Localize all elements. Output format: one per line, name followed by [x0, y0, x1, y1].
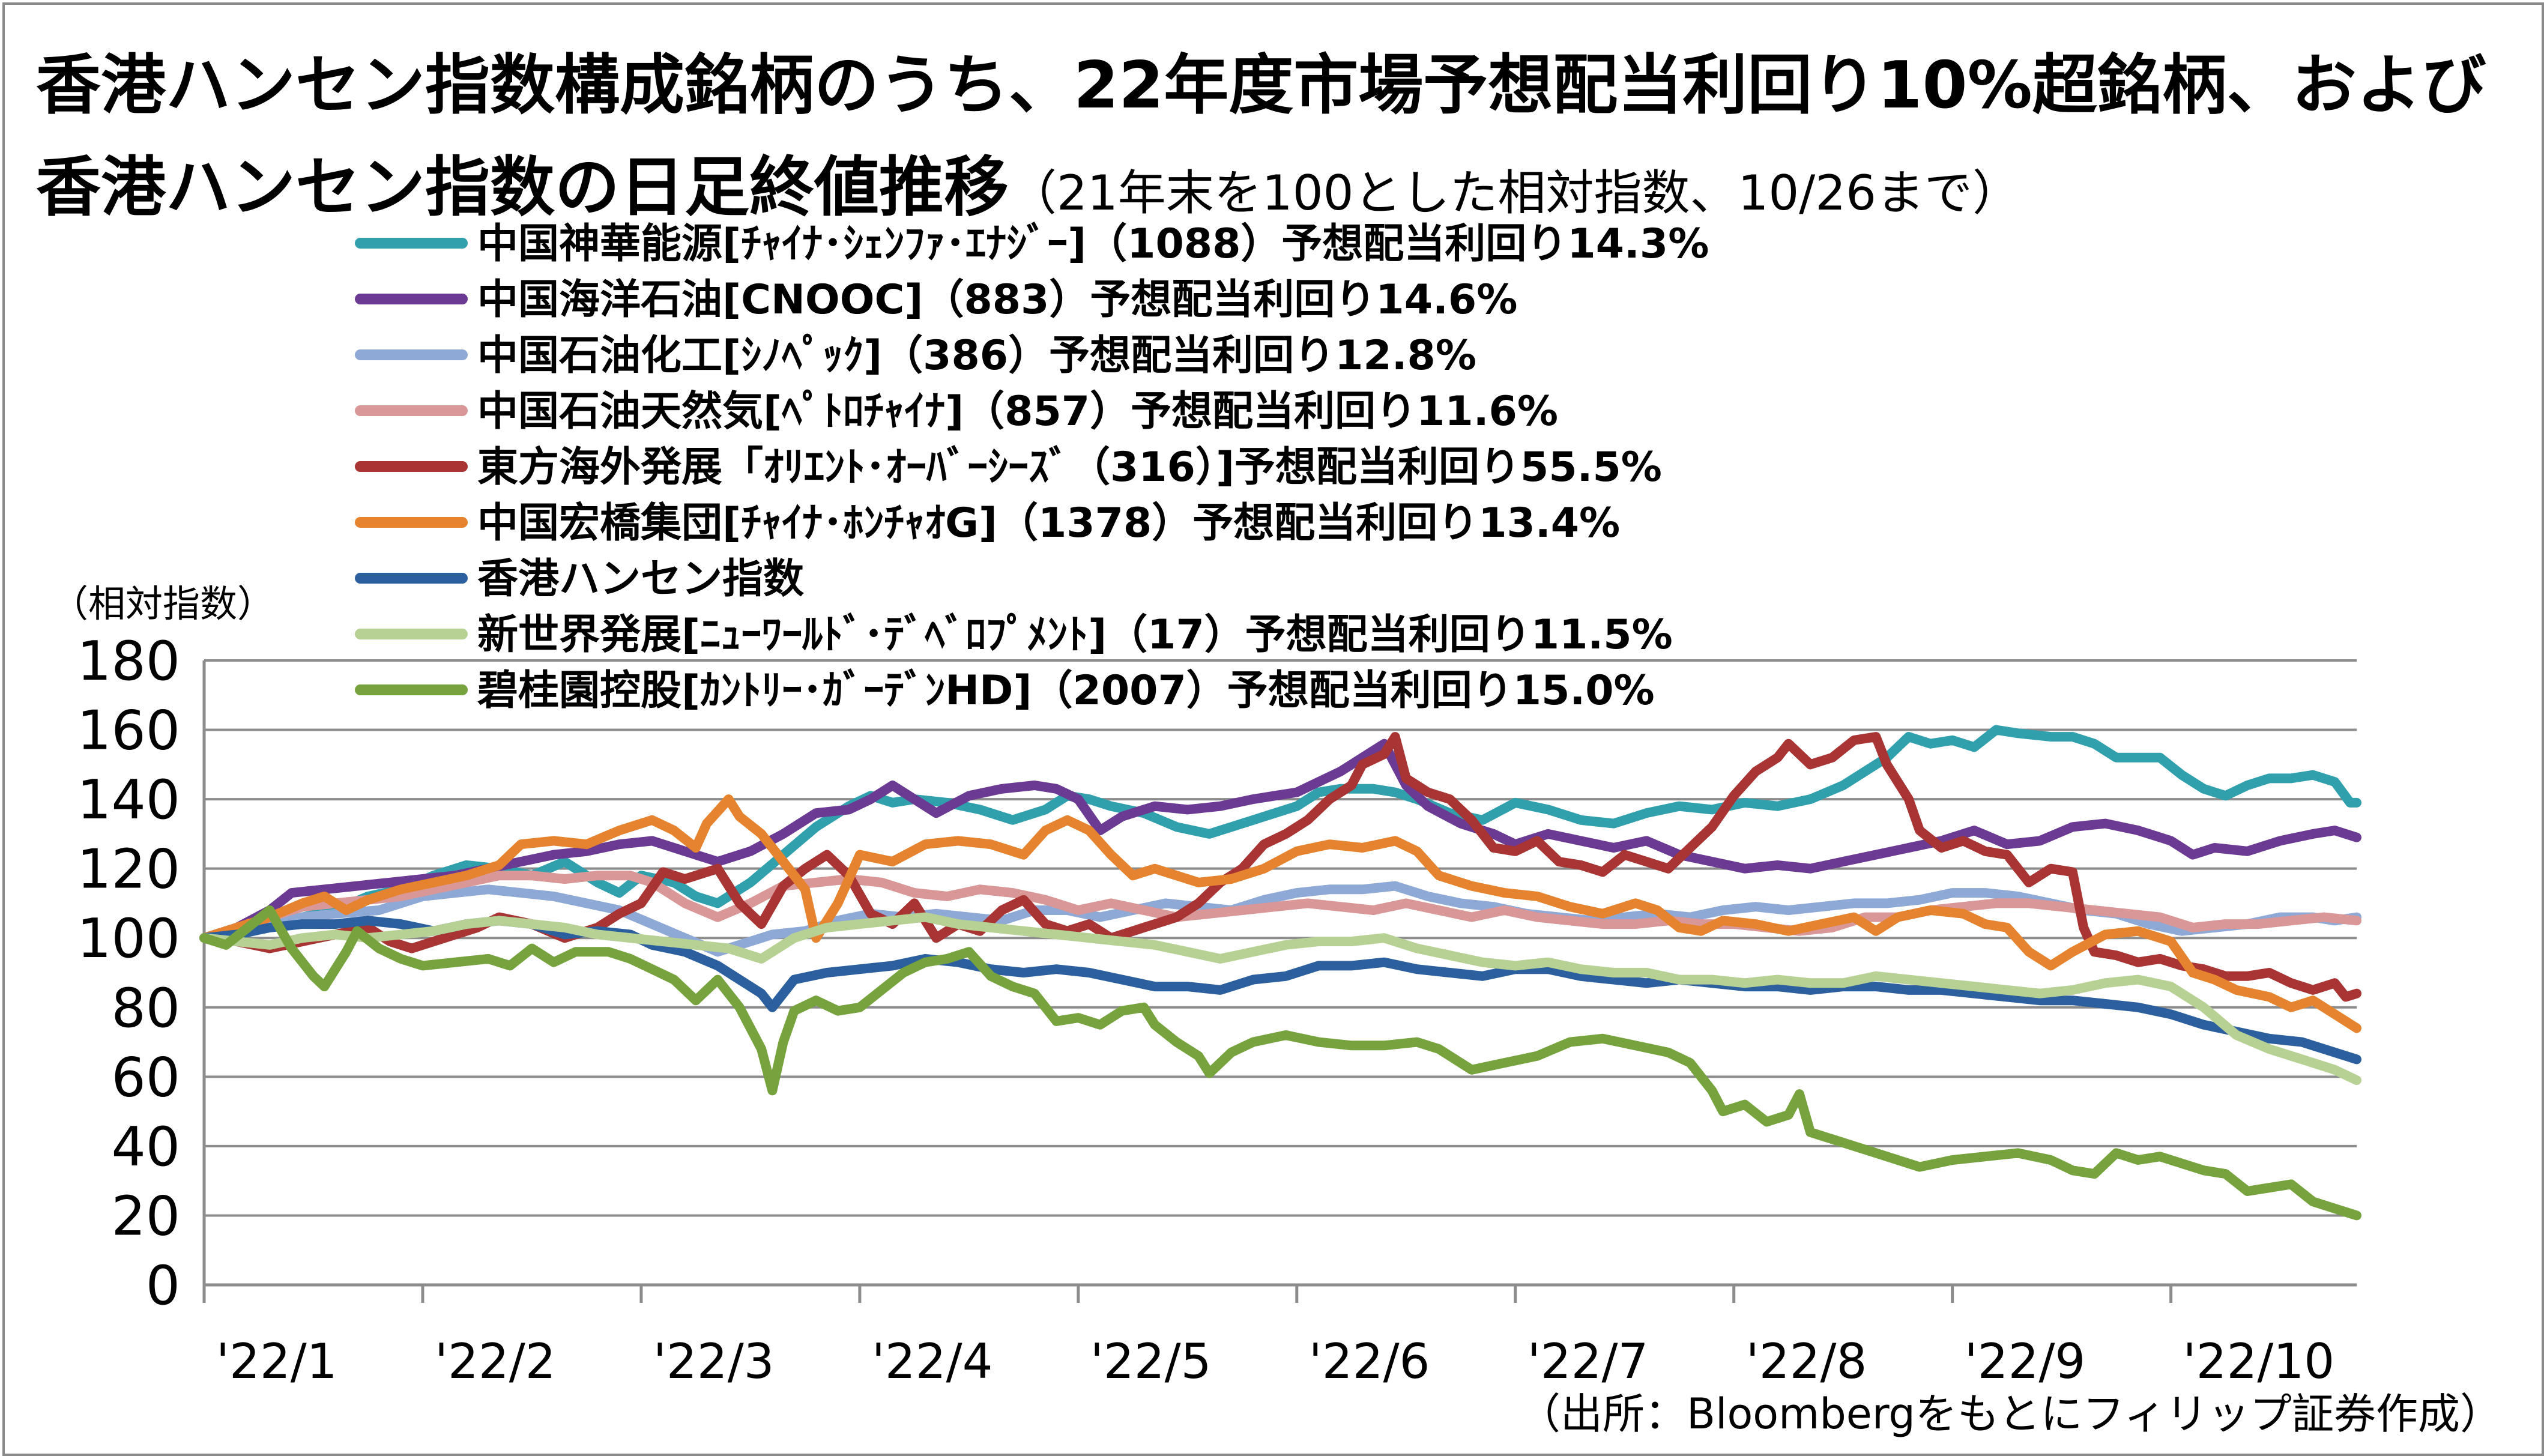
title-line1-text: 香港ハンセン指数構成銘柄のうち、22年度市場予想配当利回り10%超銘柄、および: [36, 48, 2486, 123]
x-tick-label: '22/10: [2183, 1334, 2335, 1389]
series-line-0: [199, 725, 2361, 943]
x-tick-label: '22/2: [435, 1334, 556, 1389]
y-tick-label: 80: [111, 977, 180, 1040]
y-tick-label: 100: [77, 907, 180, 970]
legend-label-0: 中国神華能源[ﾁｬｲﾅ･ｼｪﾝﾌｧ･ｴﾅｼﾞｰ]（1088）予想配当利回り14.…: [477, 220, 1709, 268]
grid-lines: [204, 659, 2357, 1217]
y-tick-label: 160: [77, 699, 180, 763]
series-line-5: [199, 794, 2361, 1033]
title-line2-text: 香港ハンセン指数の日足終値推移: [36, 150, 1009, 225]
source-note: （出所：Bloombergをもとにフィリップ証券作成）: [1518, 1389, 2502, 1439]
chart-title-line1: 香港ハンセン指数構成銘柄のうち、22年度市場予想配当利回り10%超銘柄、および: [36, 33, 2486, 127]
x-tick-label: '22/6: [1309, 1334, 1430, 1389]
series-line-3: [199, 871, 2361, 943]
y-tick-label: 120: [77, 838, 180, 901]
y-tick-label: 40: [111, 1116, 180, 1179]
chart-title-line2: 香港ハンセン指数の日足終値推移（21年末を100とした相対指数、10/26まで）: [36, 135, 2020, 229]
legend-label-7: 新世界発展[ﾆｭｰﾜｰﾙﾄﾞ･ﾃﾞﾍﾞﾛﾌﾟﾒﾝﾄ]（17）予想配当利回り11.…: [477, 611, 1673, 659]
series-line-2: [199, 881, 2361, 957]
x-tick-label: '22/1: [216, 1334, 337, 1389]
series-lines: [199, 725, 2361, 1221]
x-tick-label: '22/7: [1527, 1334, 1649, 1389]
x-tick-label: '22/5: [1090, 1334, 1212, 1389]
legend-label-8: 碧桂園控股[ｶﾝﾄﾘｰ･ｶﾞｰﾃﾞﾝHD]（2007）予想配当利回り15.0%: [477, 667, 1655, 714]
y-tick-label: 180: [77, 630, 180, 693]
legend-label-1: 中国海洋石油[CNOOC]（883）予想配当利回り14.6%: [477, 276, 1517, 324]
series-line-1: [199, 739, 2361, 943]
legend-label-2: 中国石油化工[ｼﾉﾍﾟｯｸ]（386）予想配当利回り12.8%: [477, 332, 1476, 379]
y-tick-label: 20: [111, 1185, 180, 1248]
legend-label-3: 中国石油天然気[ﾍﾟﾄﾛﾁｬｲﾅ]（857）予想配当利回り11.6%: [477, 388, 1558, 435]
series-line-4: [199, 732, 2361, 1002]
series-line-8: [199, 905, 2361, 1221]
y-axis-label: （相対指数）: [51, 582, 275, 626]
x-tick-label: '22/8: [1746, 1334, 1867, 1389]
y-tick-label: 60: [111, 1046, 180, 1109]
y-tick-label: 0: [146, 1254, 180, 1317]
chart-subtitle: （21年末を100とした相対指数、10/26まで）: [1009, 165, 2021, 221]
legend-label-5: 中国宏橋集団[ﾁｬｲﾅ･ﾎﾝﾁｬｵG]（1378）予想配当利回り13.4%: [477, 500, 1620, 547]
legend-label-4: 東方海外発展「ｵﾘｴﾝﾄ･ｵｰﾊﾞｰｼｰｽﾞ（316）]予想配当利回り55.5%: [477, 444, 1662, 491]
x-tick-label: '22/3: [653, 1334, 775, 1389]
x-axis: '22/1 '22/2 '22/3 '22/4 '22/5 '22/6 '22/7 '22/8…: [202, 660, 2357, 1389]
series-line-7: [199, 912, 2361, 1086]
x-tick-label: '22/9: [1965, 1334, 2086, 1389]
y-tick-label: 140: [77, 769, 180, 832]
legend: 中国神華能源[ﾁｬｲﾅ･ｼｪﾝﾌｧ･ｴﾅｼﾞｰ]（1088）予想配当利回り14.…: [355, 220, 1709, 714]
x-tick-label: '22/4: [872, 1334, 993, 1389]
legend-label-6: 香港ハンセン指数: [477, 555, 804, 603]
